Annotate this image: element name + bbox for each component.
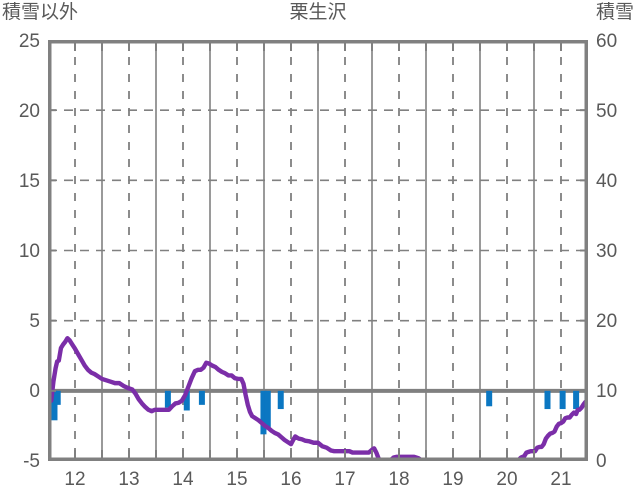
xtick-6: 18: [388, 469, 410, 490]
left-axis-title: 積雪以外: [2, 2, 79, 23]
xtick-8: 20: [496, 469, 518, 490]
axis-ticks: [48, 40, 588, 461]
line-series: [49, 336, 588, 461]
plot-svg: [48, 40, 588, 461]
ytick-left-5: 0: [29, 381, 40, 402]
xtick-4: 16: [280, 469, 302, 490]
chart-title: 栗生沢: [289, 2, 347, 23]
right-axis-title: 積雪: [595, 2, 634, 23]
ytick-left-6: -5: [23, 451, 40, 472]
ytick-right-2: 40: [596, 171, 618, 192]
ytick-left-3: 10: [18, 241, 40, 262]
ytick-right-4: 20: [596, 311, 618, 332]
xtick-1: 13: [118, 469, 140, 490]
ytick-left-0: 25: [18, 31, 40, 52]
plot-area: [48, 40, 588, 461]
xtick-2: 14: [172, 469, 194, 490]
xtick-5: 17: [334, 469, 356, 490]
xtick-9: 21: [550, 469, 572, 490]
ytick-right-5: 10: [596, 381, 618, 402]
xtick-0: 12: [64, 469, 86, 490]
ytick-left-1: 20: [18, 101, 40, 122]
xtick-3: 15: [226, 469, 248, 490]
ytick-right-0: 60: [596, 31, 618, 52]
ytick-right-3: 30: [596, 241, 618, 262]
gridlines: [48, 40, 588, 461]
xtick-7: 19: [442, 469, 464, 490]
ytick-right-1: 50: [596, 101, 618, 122]
ytick-left-4: 5: [29, 311, 40, 332]
ytick-right-6: 0: [596, 451, 607, 472]
ytick-left-2: 15: [18, 171, 40, 192]
